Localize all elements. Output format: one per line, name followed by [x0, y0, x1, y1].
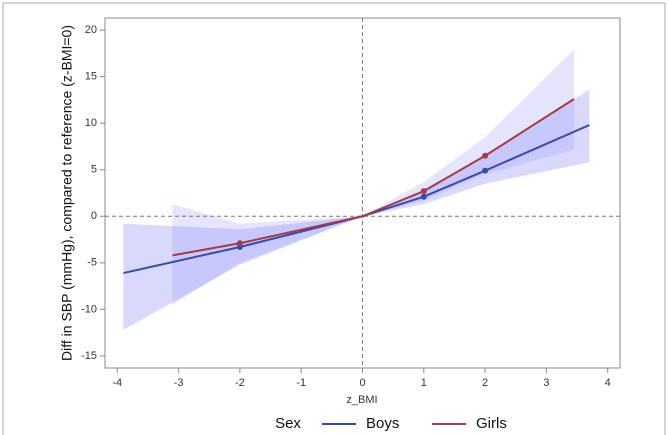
x-axis-label: z_BMI: [346, 394, 377, 406]
point-marker: [482, 152, 489, 159]
y-tick-label: -10: [81, 303, 97, 315]
y-tick-label: 5: [91, 164, 97, 176]
point-marker: [236, 240, 243, 247]
x-tick-label: -2: [235, 377, 245, 389]
legend-label: Girls: [476, 415, 507, 432]
y-tick-label: 10: [85, 117, 97, 129]
series-line: [172, 98, 575, 257]
legend-title: Sex: [275, 415, 301, 432]
y-tick-label: 0: [91, 210, 97, 222]
point-marker: [420, 188, 427, 195]
x-tick-label: 3: [543, 377, 549, 389]
y-tick-label: -5: [87, 257, 97, 269]
x-tick-label: -4: [112, 377, 122, 389]
x-tick-label: 0: [359, 377, 365, 389]
x-tick-label: 4: [605, 377, 611, 389]
x-tick-label: 2: [482, 377, 488, 389]
point-marker: [420, 193, 427, 200]
plot-frame: [104, 17, 621, 369]
y-tick-label: -15: [81, 350, 97, 362]
y-tick-label: 20: [85, 24, 97, 36]
x-tick-label: 1: [421, 377, 427, 389]
legend-label: Boys: [366, 415, 399, 432]
point-marker: [482, 167, 489, 174]
y-axis-label: Diff in SBP (mmHg), compared to referenc…: [59, 25, 75, 361]
x-tick-label: -3: [174, 377, 184, 389]
confidence-band: [172, 49, 575, 305]
series-line: [123, 124, 590, 275]
y-tick-label: 15: [85, 71, 97, 83]
x-tick-label: -1: [296, 377, 306, 389]
